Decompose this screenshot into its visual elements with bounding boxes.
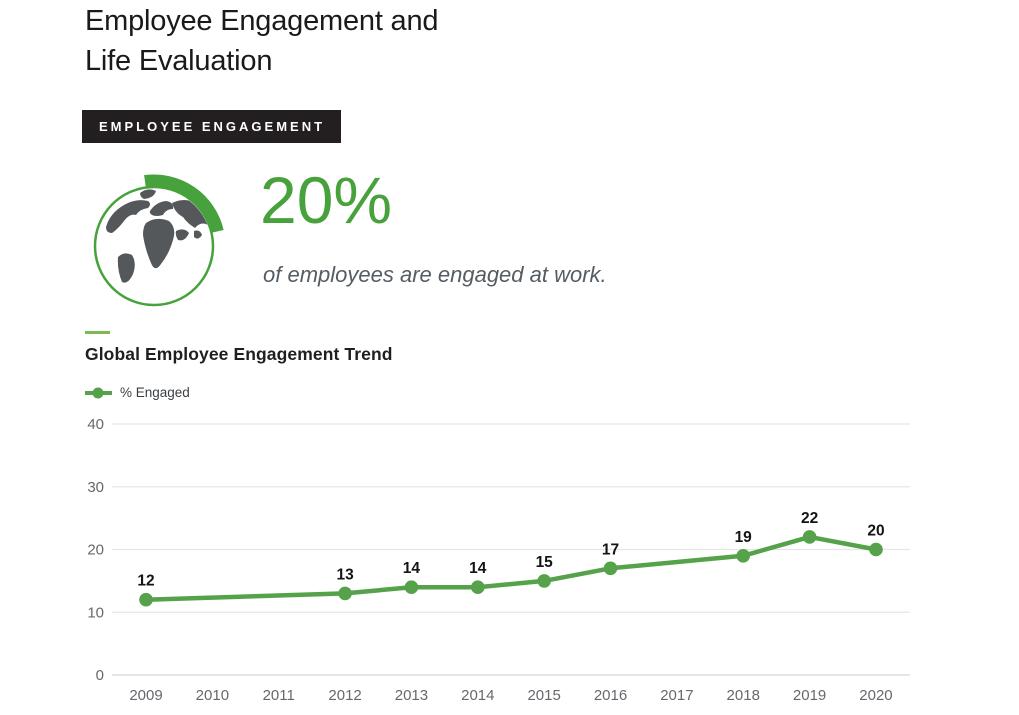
x-tick-label: 2009	[129, 687, 162, 704]
section-badge: EMPLOYEE ENGAGEMENT	[82, 110, 342, 143]
globe-svg	[93, 174, 224, 307]
data-point-label: 22	[801, 510, 818, 527]
chart-title: Global Employee Engagement Trend	[85, 344, 393, 364]
data-point	[869, 542, 883, 557]
trend-line	[143, 534, 879, 602]
data-point	[736, 549, 750, 563]
y-tick-label: 20	[87, 542, 104, 559]
legend-line-marker-icon	[85, 387, 112, 398]
data-point-label: 12	[137, 573, 154, 590]
x-tick-label: 2013	[395, 687, 428, 704]
section-dash	[85, 331, 110, 334]
x-tick-label: 2016	[594, 687, 627, 704]
data-point	[139, 592, 153, 607]
stat-caption: of employees are engaged at work.	[263, 262, 607, 287]
y-tick-label: 10	[87, 604, 104, 621]
page-title-line1: Employee Engagement and	[85, 5, 439, 37]
x-tick-label: 2019	[793, 687, 826, 704]
y-tick-label: 0	[96, 667, 104, 684]
data-point-label: 20	[867, 523, 884, 540]
x-tick-label: 2010	[196, 687, 229, 704]
x-tick-label: 2017	[660, 687, 693, 704]
y-tick-label: 40	[87, 416, 104, 433]
x-tick-label: 2014	[461, 687, 494, 704]
legend-label: % Engaged	[120, 385, 190, 400]
page-title-line2: Life Evaluation	[85, 45, 273, 77]
page-title: Employee Engagement and Life Evaluation	[85, 1, 645, 81]
stat-value: 20%	[260, 163, 393, 237]
data-point-label: 19	[735, 529, 753, 546]
y-tick-label: 30	[87, 479, 104, 496]
data-point-label: 17	[602, 541, 619, 558]
x-tick-label: 2020	[859, 687, 892, 704]
data-point	[537, 574, 551, 588]
data-point-label: 15	[536, 554, 554, 571]
data-point-label: 14	[403, 560, 421, 577]
data-point	[603, 561, 618, 576]
x-tick-label: 2012	[328, 687, 361, 704]
data-point-label: 14	[469, 560, 487, 577]
data-point	[404, 580, 419, 594]
globe-icon	[90, 171, 230, 313]
x-tick-label: 2011	[263, 687, 295, 704]
x-tick-label: 2015	[527, 687, 560, 704]
data-point	[802, 530, 817, 544]
chart-legend: % Engaged	[85, 385, 190, 400]
progress-arc	[144, 174, 224, 234]
data-point	[471, 580, 485, 594]
x-tick-label: 2018	[727, 687, 760, 704]
data-point	[338, 586, 352, 601]
data-point-label: 13	[336, 566, 354, 583]
